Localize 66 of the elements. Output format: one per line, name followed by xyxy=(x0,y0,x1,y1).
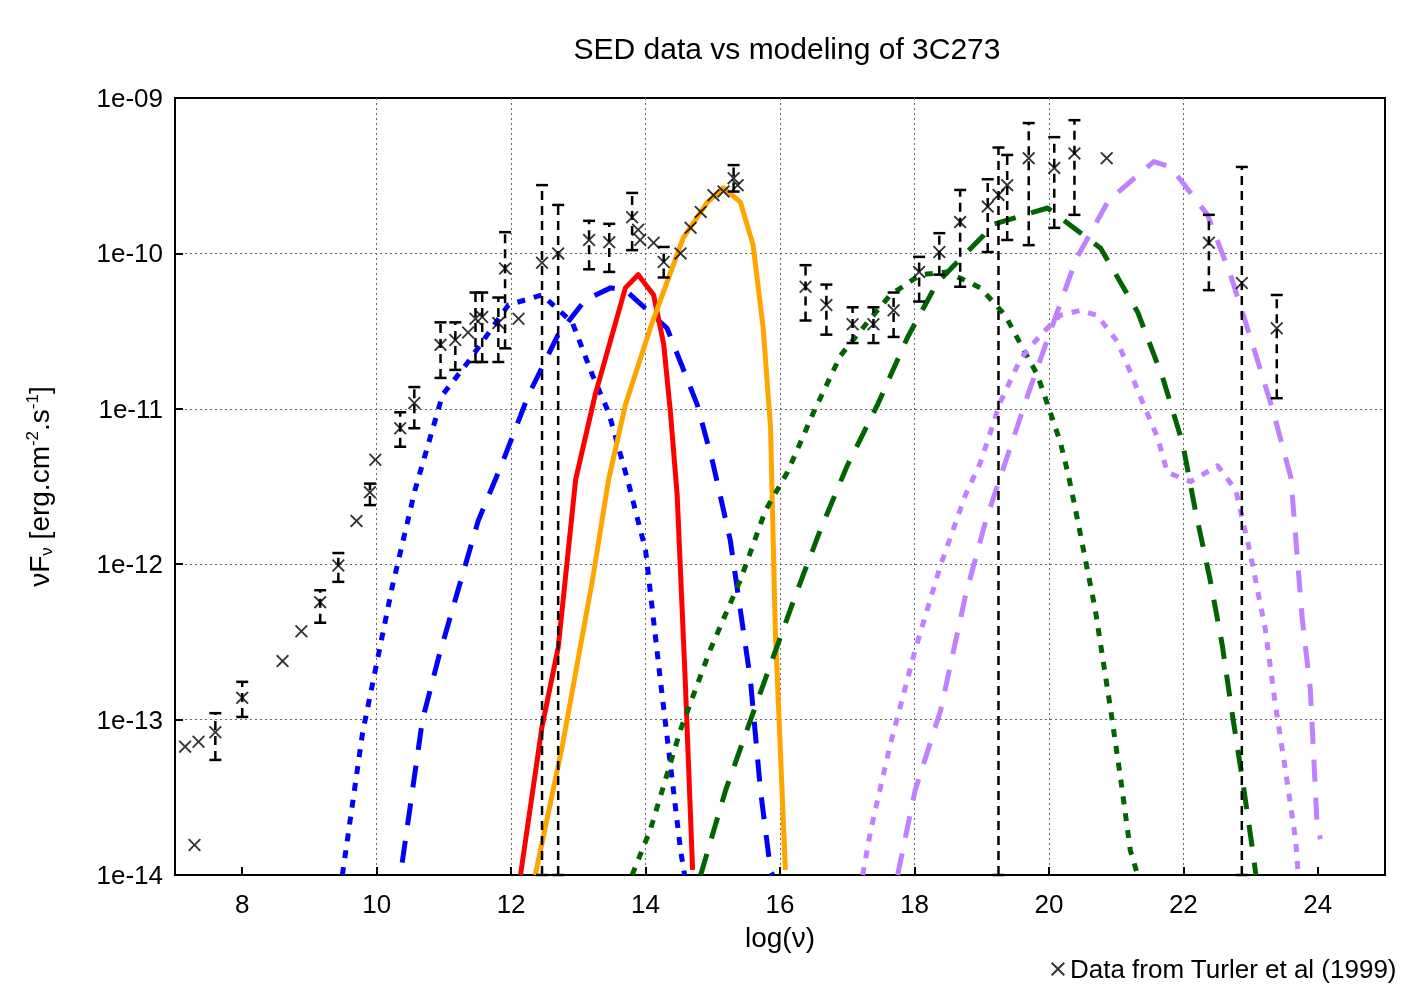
point xyxy=(192,735,206,749)
x-tick-label: 12 xyxy=(496,889,526,919)
point xyxy=(313,595,327,609)
point xyxy=(491,316,505,330)
point xyxy=(178,740,192,754)
point xyxy=(981,200,995,214)
x-tick-label: 18 xyxy=(899,889,929,919)
y-axis-title: νFν [erg.cm-2.s-1] xyxy=(23,386,56,587)
point xyxy=(953,215,967,229)
x-tick-label: 8 xyxy=(234,889,250,919)
point xyxy=(602,235,616,249)
point xyxy=(1235,276,1249,290)
point xyxy=(235,691,249,705)
y-tick-label: 1e-11 xyxy=(98,393,163,424)
point xyxy=(582,233,596,247)
point xyxy=(294,624,308,638)
x-tick-label: 24 xyxy=(1303,889,1333,919)
point xyxy=(1067,146,1081,160)
chart-title: SED data vs modeling of 3C273 xyxy=(573,31,1001,65)
point xyxy=(932,245,946,259)
point xyxy=(727,171,741,185)
point xyxy=(731,178,745,192)
x-tick-label: 22 xyxy=(1168,889,1198,919)
legend-label: Data from Turler et al (1999) xyxy=(1069,954,1397,984)
point xyxy=(363,485,377,499)
point xyxy=(706,188,720,202)
point xyxy=(912,265,926,279)
point xyxy=(657,255,671,269)
point xyxy=(799,280,813,294)
y-tick-label: 1e-09 xyxy=(96,83,163,113)
point xyxy=(887,303,901,317)
point xyxy=(535,256,549,270)
x-tick-label: 16 xyxy=(765,889,795,919)
point xyxy=(647,236,661,250)
point xyxy=(846,317,860,331)
point xyxy=(631,223,645,237)
point xyxy=(208,725,222,739)
point xyxy=(393,421,407,435)
point xyxy=(1022,151,1036,165)
point xyxy=(1270,321,1284,335)
point xyxy=(1047,161,1061,175)
point xyxy=(866,317,880,331)
point xyxy=(717,185,731,199)
x-tick-label: 14 xyxy=(631,889,661,919)
point xyxy=(694,205,708,219)
x-tick-label: 10 xyxy=(362,889,392,919)
point xyxy=(633,233,647,247)
point xyxy=(368,453,382,467)
point xyxy=(625,210,639,224)
point xyxy=(331,559,345,573)
y-tick-label: 1e-12 xyxy=(96,549,163,580)
x-tick-label: 20 xyxy=(1034,889,1064,919)
point xyxy=(684,221,698,235)
x-axis-title: log(ν) xyxy=(744,921,816,953)
point xyxy=(551,246,565,260)
point xyxy=(1202,236,1216,250)
y-tick-label: 1e-10 xyxy=(96,238,163,269)
y-tick-label: 1e-13 xyxy=(96,704,163,735)
point xyxy=(1100,151,1114,165)
point xyxy=(407,396,421,410)
point xyxy=(512,312,526,326)
point xyxy=(1000,178,1014,192)
point xyxy=(448,333,462,347)
point xyxy=(475,310,489,324)
y-tick-label: 1e-14 xyxy=(96,860,163,890)
point xyxy=(674,246,688,260)
